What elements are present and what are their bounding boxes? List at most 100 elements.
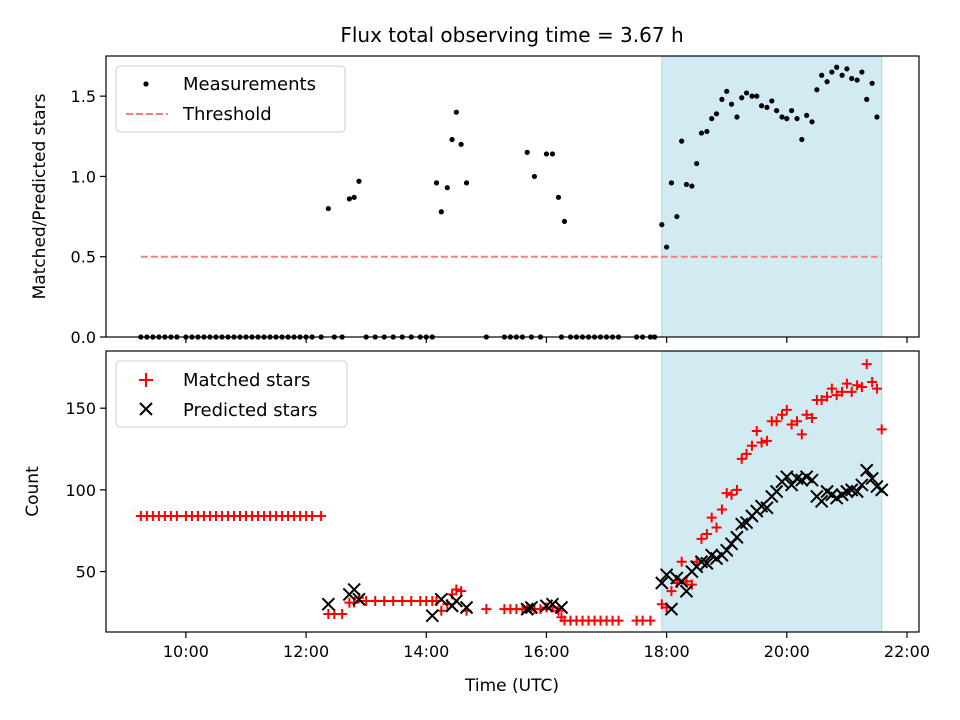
measurement-point: [849, 75, 855, 82]
matched-star-point: [771, 416, 782, 427]
top-panel: Flux total observing time = 3.67 h 0.00.…: [30, 23, 920, 347]
predicted-star-point: [840, 484, 854, 499]
matched-star-point: [807, 412, 818, 423]
legend-box: [115, 360, 348, 428]
x-tick-label: 18:00: [644, 642, 690, 661]
matched-star-point: [370, 595, 381, 606]
matched-star-point: [852, 380, 863, 391]
predicted-star-point: [860, 463, 874, 477]
matched-star-point: [456, 586, 467, 597]
matched-star-point: [316, 511, 327, 522]
matched-star-point: [406, 595, 417, 606]
measurement-point: [458, 141, 464, 147]
measurement-point: [804, 112, 810, 119]
predicted-star-point: [459, 600, 474, 615]
matched-star-point: [716, 504, 727, 515]
predicted-star-point: [730, 530, 744, 544]
y-tick-label: 1.0: [71, 167, 96, 186]
matched-star-point: [337, 609, 348, 620]
measurement-point: [683, 181, 690, 188]
matched-star-point: [736, 453, 747, 464]
matched-star-point: [645, 615, 656, 626]
predicted-star-point: [352, 592, 366, 607]
predicted-star-point: [321, 597, 336, 611]
measurement-point: [704, 128, 710, 135]
predicted-star-point: [805, 473, 819, 487]
matched-star-point: [751, 426, 762, 437]
matched-star-point: [841, 378, 852, 389]
top-legend: Measurements Threshold: [115, 65, 346, 133]
measurement-point: [784, 116, 790, 122]
measurement-point: [664, 244, 670, 250]
measurement-point: [839, 72, 845, 78]
legend-box: [115, 65, 346, 133]
measurement-point: [561, 218, 568, 224]
measurement-point: [698, 130, 705, 136]
matched-star-point: [517, 604, 528, 615]
measurement-point: [438, 209, 444, 215]
measurement-point: [794, 116, 800, 122]
legend-marker-measurements: [143, 81, 149, 87]
matched-star-point: [307, 511, 318, 522]
matched-star-point: [826, 383, 837, 394]
y-tick-label: 1.5: [71, 87, 96, 106]
matched-star-point: [726, 489, 737, 500]
y-tick-label: 150: [65, 399, 96, 418]
top-y-axis-label: Matched/Predicted stars: [30, 93, 50, 299]
matched-star-point: [666, 586, 677, 597]
x-tick-label: 20:00: [764, 642, 810, 661]
matched-star-point: [388, 595, 399, 606]
matched-star-point: [701, 528, 712, 539]
predicted-star-point: [659, 568, 674, 582]
predicted-star-point: [554, 600, 569, 615]
measurement-point: [854, 77, 860, 83]
legend-label-predicted: Predicted stars: [183, 400, 317, 421]
measurement-point: [449, 136, 455, 143]
matched-star-point: [721, 488, 732, 499]
predicted-star-point: [865, 471, 879, 486]
measurement-point: [764, 104, 770, 110]
measurement-point: [351, 194, 357, 200]
measurement-point: [859, 69, 865, 75]
matched-star-point: [711, 522, 722, 533]
predicted-star-point: [449, 594, 464, 608]
predicted-star-point: [545, 597, 560, 611]
predicted-star-point: [720, 543, 734, 558]
matched-star-point: [856, 381, 867, 392]
measurement-point: [829, 69, 835, 75]
measurement-point: [773, 107, 780, 114]
matched-star-point: [761, 435, 772, 446]
x-axis-label: Time (UTC): [464, 676, 559, 696]
y-tick-label: 50: [76, 563, 96, 582]
matched-star-point: [691, 556, 702, 567]
matched-star-point: [746, 440, 757, 451]
measurement-point: [734, 114, 740, 120]
matched-star-point: [706, 512, 717, 523]
bottom-axes-frame: [105, 350, 920, 633]
measurement-point: [749, 93, 755, 99]
x-tick-label: 12:00: [283, 642, 329, 661]
matched-star-point: [756, 437, 767, 448]
measurement-point: [453, 109, 459, 115]
top-y-ticks: 0.0 0.5 1.0 1.5: [71, 87, 106, 347]
legend-label-threshold: Threshold: [182, 104, 272, 125]
x-tick-label: 10:00: [163, 642, 209, 661]
x-tick-label: 16:00: [523, 642, 569, 661]
measurement-point: [844, 66, 850, 72]
predicted-star-point: [655, 576, 669, 590]
legend-marker-predicted: [139, 402, 153, 416]
matched-star-point: [696, 533, 707, 544]
matched-star-point: [397, 595, 408, 606]
measurement-point: [824, 79, 830, 85]
measurement-point: [709, 116, 715, 122]
predicted-star-point: [700, 556, 714, 571]
matched-star-point: [361, 595, 372, 606]
matched-star-point: [379, 595, 390, 606]
predicted-star-point: [875, 483, 889, 497]
matched-star-point: [831, 390, 842, 401]
matched-star-point: [741, 448, 752, 459]
bottom-plot-marks: [135, 359, 889, 626]
predicted-star-point: [735, 517, 749, 531]
top-axes-frame: [105, 55, 920, 338]
